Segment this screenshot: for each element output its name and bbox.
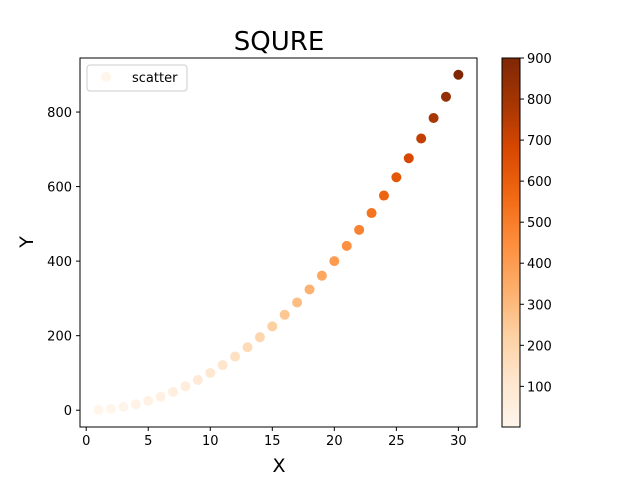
colorbar-tick-label: 200 (527, 339, 552, 354)
x-axis-label: X (272, 455, 285, 477)
chart-title: SQURE (234, 27, 325, 57)
scatter-point (168, 386, 179, 397)
scatter-point (130, 399, 141, 410)
x-tick-label: 15 (264, 434, 281, 449)
plot-frame (79, 57, 478, 428)
x-axis-ticks: 0 5 10 15 20 25 30 (82, 427, 467, 449)
scatter-point (267, 321, 278, 332)
scatter-point (378, 190, 389, 201)
scatter-point (254, 332, 265, 343)
legend: scatter (86, 64, 188, 92)
legend-marker (101, 72, 111, 82)
scatter-point (217, 360, 228, 371)
scatter-point (304, 284, 315, 295)
scatter-point (205, 367, 216, 378)
x-tick-label: 20 (326, 434, 343, 449)
x-tick-label: 5 (144, 434, 152, 449)
scatter-point (416, 133, 427, 144)
scatter-point (341, 240, 352, 251)
colorbar: 100 200 300 400 500 600 700 800 900 (501, 52, 552, 428)
scatter-point (180, 381, 191, 392)
colorbar-tick-label: 500 (527, 216, 552, 231)
legend-box (86, 64, 188, 92)
colorbar-tick-label: 900 (527, 52, 552, 67)
scatter-point (242, 342, 253, 353)
x-tick-label: 25 (388, 434, 405, 449)
scatter-point (106, 403, 117, 414)
y-tick-label: 600 (47, 181, 72, 196)
colorbar-tick-label: 600 (527, 175, 552, 190)
scatter-point (453, 69, 464, 80)
scatter-point (354, 224, 365, 235)
colorbar-tick-label: 400 (527, 257, 552, 272)
scatter-point (93, 404, 104, 415)
scatter-point (143, 395, 154, 406)
scatter-point (440, 91, 451, 102)
scatter-point (192, 375, 203, 386)
scatter-point (403, 153, 414, 164)
colorbar-tick-label: 700 (527, 134, 552, 149)
scatter-point (279, 309, 290, 320)
scatter-point (316, 270, 327, 281)
colorbar-tick-label: 800 (527, 93, 552, 108)
plot-area: 0 5 10 15 20 25 30 0 200 400 600 800 (47, 57, 478, 449)
x-tick-label: 10 (202, 434, 219, 449)
x-tick-label: 30 (450, 434, 467, 449)
scatter-point (155, 391, 166, 402)
y-tick-label: 400 (47, 255, 72, 270)
scatter-point (366, 208, 377, 219)
colorbar-gradient (501, 57, 521, 428)
scatter-point (329, 256, 340, 267)
y-axis-label: Y (16, 236, 38, 249)
y-axis-ticks: 0 200 400 600 800 (47, 106, 80, 419)
scatter-point (292, 297, 303, 308)
scatter-point (118, 401, 129, 412)
scatter-point (391, 172, 402, 183)
y-tick-label: 800 (47, 106, 72, 121)
colorbar-ticks: 100 200 300 400 500 600 700 800 900 (520, 52, 552, 395)
scatter-points (93, 69, 464, 415)
x-tick-label: 0 (82, 434, 90, 449)
legend-label: scatter (132, 71, 178, 86)
y-tick-label: 200 (47, 330, 72, 345)
y-tick-label: 0 (64, 404, 72, 419)
scatter-point (230, 351, 241, 362)
colorbar-tick-label: 300 (527, 298, 552, 313)
colorbar-tick-label: 100 (527, 380, 552, 395)
scatter-point (428, 113, 439, 124)
